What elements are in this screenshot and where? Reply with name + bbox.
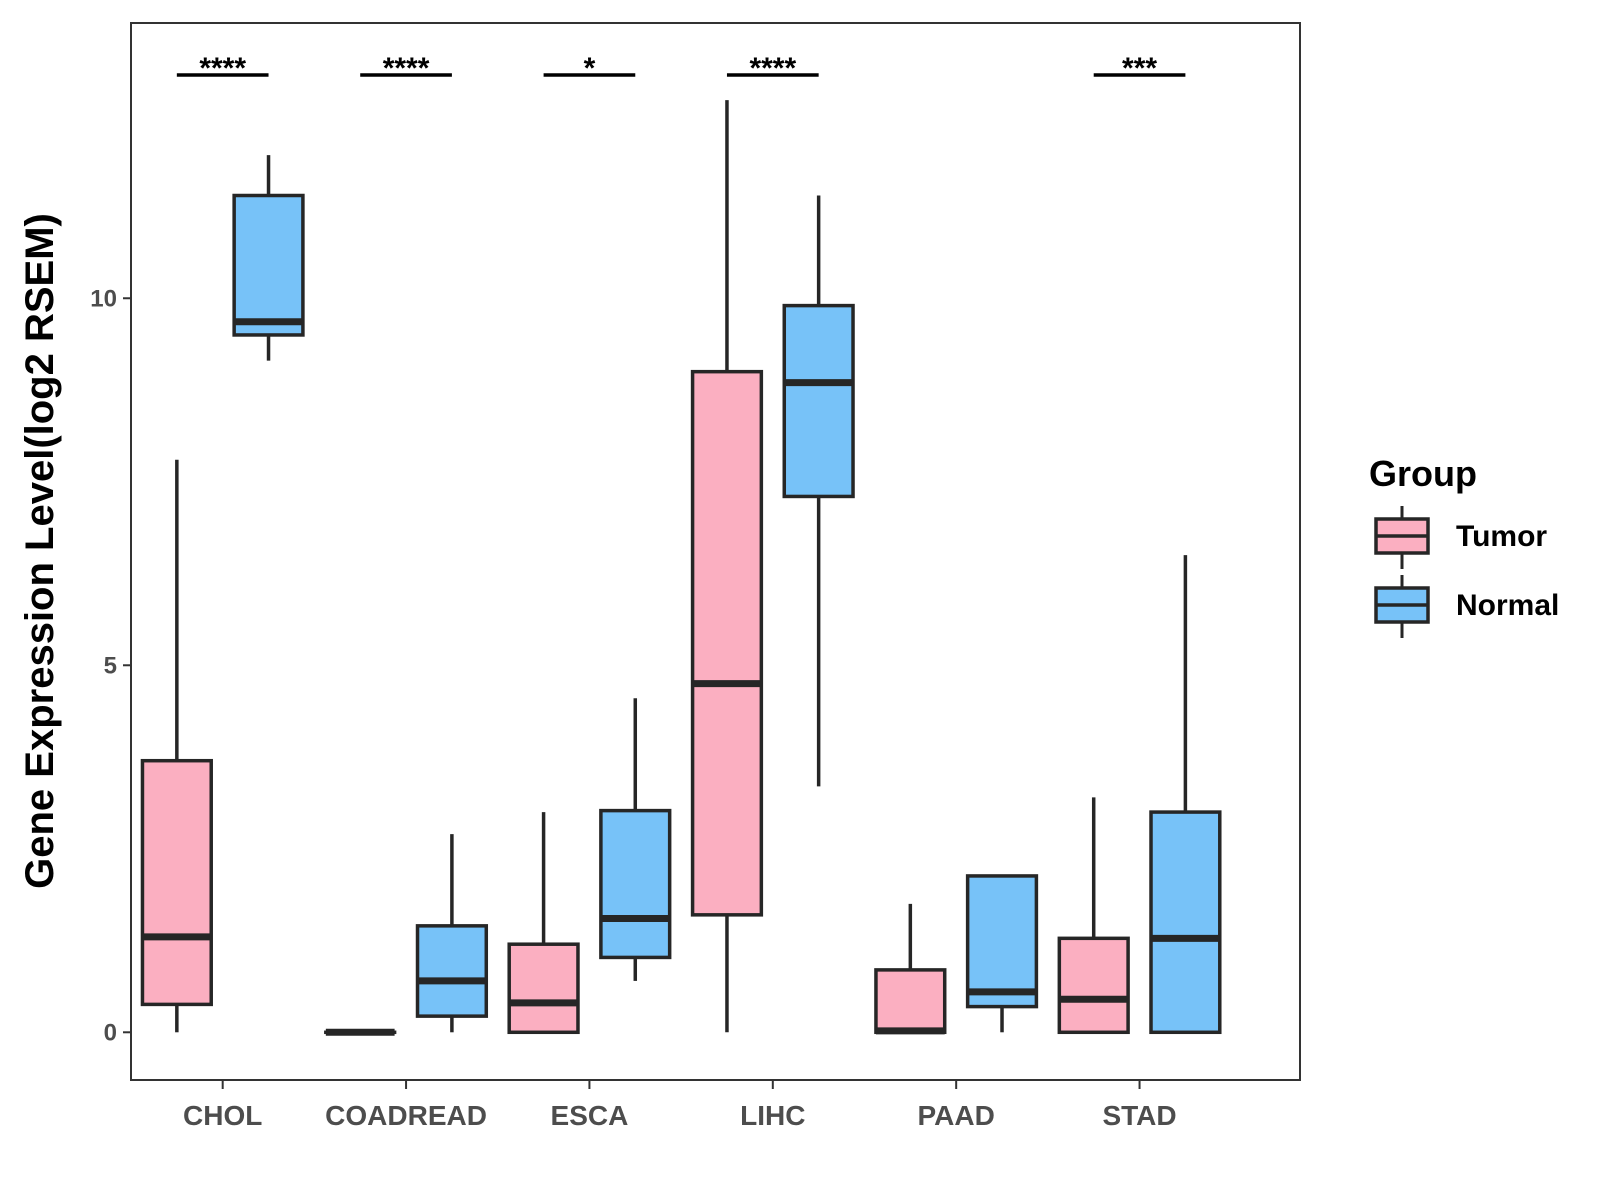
significance-lihc: ****: [726, 52, 819, 85]
significance-label: ***: [1122, 52, 1157, 85]
x-tick-label-chol: CHOL: [183, 1100, 262, 1131]
box-body: [874, 968, 947, 1035]
box-body: [232, 193, 305, 337]
box-body: [1057, 936, 1130, 1035]
legend-label: Normal: [1456, 589, 1559, 622]
x-tick-label-stad: STAD: [1102, 1100, 1176, 1131]
x-tick-label-esca: ESCA: [551, 1100, 629, 1131]
x-tick-label-coadread: COADREAD: [325, 1100, 487, 1131]
box-body: [1149, 810, 1222, 1035]
significance-esca: *: [543, 52, 636, 85]
x-axis: CHOL COADREAD ESCA LIHC PAAD STAD: [183, 1080, 1177, 1131]
box-body: [599, 808, 672, 960]
y-axis-title: Gene Expression Level(log2 RSEM): [18, 213, 62, 889]
box-normal-lihc: [782, 195, 855, 787]
box-layer: [140, 100, 1222, 1036]
box-normal-paad: [965, 874, 1039, 1033]
box-tumor-esca: [507, 812, 580, 1035]
significance-label: ****: [749, 52, 796, 85]
box-normal-stad: [1149, 555, 1222, 1035]
box-body: [140, 758, 213, 1007]
significance-layer: **** **** * **** ***: [176, 52, 1186, 85]
box-normal-chol: [232, 155, 305, 361]
y-tick-label: 5: [104, 652, 117, 679]
box-normal-coadread: [415, 834, 489, 1033]
box-tumor-paad: [874, 903, 947, 1035]
box-body: [507, 942, 580, 1035]
box-tumor-stad: [1057, 797, 1130, 1035]
significance-coadread: ****: [360, 52, 452, 85]
y-axis: 0 5 10: [90, 285, 131, 1046]
box-body: [965, 874, 1039, 1009]
box-tumor-lihc: [690, 100, 764, 1033]
significance-label: ****: [383, 52, 430, 85]
x-tick-label-lihc: LIHC: [740, 1100, 805, 1131]
significance-chol: ****: [176, 52, 269, 85]
legend-title: Group: [1369, 453, 1477, 494]
legend-label: Tumor: [1456, 520, 1547, 553]
box-body: [690, 369, 764, 917]
significance-stad: ***: [1093, 52, 1186, 85]
y-tick-label: 10: [90, 285, 117, 312]
legend-item-normal: Normal: [1374, 575, 1559, 638]
box-body: [415, 924, 489, 1018]
box-normal-esca: [599, 698, 672, 981]
legend-item-tumor: Tumor: [1374, 506, 1547, 569]
legend: Group Tumor Normal: [1369, 453, 1559, 638]
box-body: [782, 303, 855, 499]
significance-label: *: [584, 52, 596, 85]
y-tick-label: 0: [104, 1019, 117, 1046]
box-tumor-chol: [140, 459, 213, 1033]
significance-label: ****: [199, 52, 246, 85]
x-tick-label-paad: PAAD: [918, 1100, 995, 1131]
